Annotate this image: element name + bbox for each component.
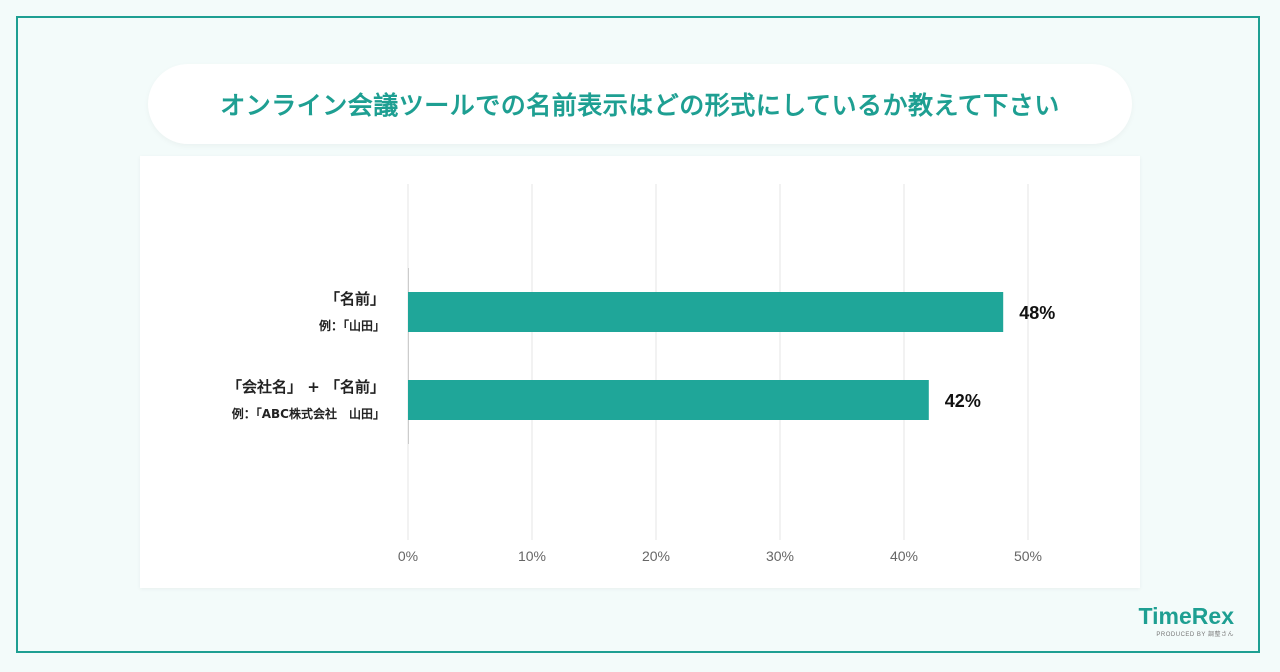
category-label: 「名前」	[325, 290, 385, 308]
logo-tagline: PRODUCED BY 調整さん	[1156, 632, 1234, 638]
category-example: 例：「山田」	[319, 318, 385, 333]
bar-chart: 0% 10% 20% 30% 40% 50% 48% 「名前」例：「山田」 42% 「会社名」 +…	[227, 184, 1055, 564]
x-tick-label: 30%	[766, 548, 794, 564]
data-label: 48%	[1019, 303, 1055, 323]
logo-name: TimeRex	[1138, 603, 1234, 629]
data-label: 42%	[945, 391, 981, 411]
outer-frame	[16, 16, 1260, 653]
category-example: 例：「ABC株式会社 山田」	[232, 406, 385, 421]
chart-panel: 0% 10% 20% 30% 40% 50% 48% 「名前」例：「山田」 42% 「会社名」 +…	[140, 156, 1140, 588]
x-tick-label: 20%	[642, 548, 670, 564]
title-banner: オンライン会議ツールでの名前表示はどの形式にしているか教えて下さい	[148, 64, 1132, 144]
x-tick-label: 40%	[890, 548, 918, 564]
bar	[408, 292, 1004, 332]
x-tick-label: 10%	[518, 548, 546, 564]
chart-title: オンライン会議ツールでの名前表示はどの形式にしているか教えて下さい	[220, 91, 1060, 120]
bar	[408, 380, 929, 420]
category-label: 「会社名」 + 「名前」	[227, 378, 385, 396]
x-tick-label: 0%	[398, 548, 418, 564]
x-tick-label: 50%	[1014, 548, 1042, 564]
timerex-logo: TimeRex PRODUCED BY 調整さん	[1138, 603, 1234, 639]
